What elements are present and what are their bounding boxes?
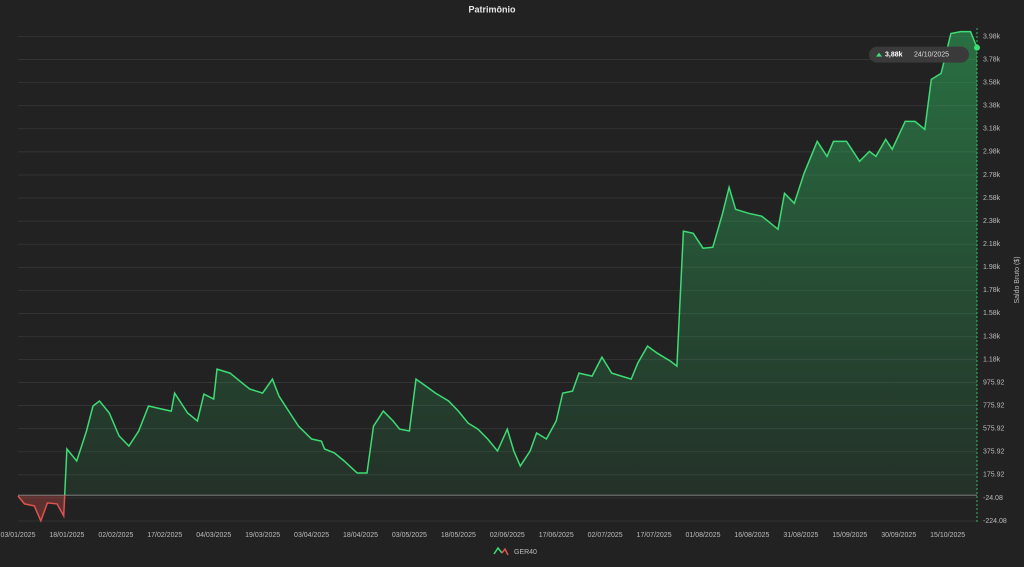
- x-tick-label: 04/03/2025: [196, 532, 231, 539]
- y-tick-label: -24.08: [983, 495, 1003, 502]
- y-tick-label: 1.18k: [983, 356, 1001, 363]
- legend-icon: [493, 546, 503, 555]
- x-tick-label: 16/08/2025: [734, 532, 769, 539]
- y-tick-label: 2.98k: [983, 149, 1001, 156]
- y-tick-label: 3.98k: [983, 33, 1001, 40]
- line: [63, 30, 978, 496]
- x-tick-label: 03/05/2025: [392, 532, 427, 539]
- legend-label: GER40: [514, 549, 537, 556]
- chart-title: Patrimônio: [468, 4, 516, 14]
- x-tick-label: 15/09/2025: [832, 532, 867, 539]
- y-tick-label: -224.08: [983, 518, 1007, 525]
- y-tick-label: 3.38k: [983, 103, 1001, 110]
- x-tick-label: 18/01/2025: [49, 532, 84, 539]
- y-tick-label: 1.38k: [983, 333, 1001, 340]
- x-tick-label: 30/09/2025: [881, 532, 916, 539]
- y-tick-label: 175.92: [983, 472, 1005, 479]
- y-tick-label: 1.78k: [983, 287, 1001, 294]
- y-axis-title: Saldo Bruto ($): [1014, 256, 1021, 303]
- x-tick-label: 01/08/2025: [685, 532, 720, 539]
- y-tick-label: 3.58k: [983, 80, 1001, 87]
- x-tick-label: 02/07/2025: [588, 532, 623, 539]
- y-tick-label: 3.18k: [983, 126, 1001, 133]
- y-tick-label: 775.92: [983, 403, 1005, 410]
- x-tick-label: 03/04/2025: [294, 532, 329, 539]
- y-tick-label: 1.58k: [983, 310, 1001, 317]
- tooltip: 3,88k 24/10/2025: [869, 46, 969, 63]
- y-tick-label: 375.92: [983, 449, 1005, 456]
- x-tick-label: 31/08/2025: [783, 532, 818, 539]
- x-tick-label: 18/05/2025: [441, 532, 476, 539]
- y-tick-label: 975.92: [983, 379, 1005, 386]
- tooltip-box: [869, 46, 969, 63]
- y-tick-label: 2.18k: [983, 241, 1001, 248]
- tooltip-icon: [876, 52, 882, 57]
- area: [64, 31, 977, 496]
- x-tick-label: 18/04/2025: [343, 532, 378, 539]
- tooltip-date: 24/10/2025: [914, 51, 949, 58]
- x-tick-label: 02/02/2025: [98, 532, 133, 539]
- x-tick-label: 17/02/2025: [147, 532, 182, 539]
- x-tick-label: 15/10/2025: [930, 532, 965, 539]
- x-tick-label: 17/07/2025: [637, 532, 672, 539]
- y-tick-label: 2.38k: [983, 218, 1001, 225]
- x-tick-label: 03/01/2025: [0, 532, 35, 539]
- legend-icon: [501, 547, 509, 556]
- y-tick-label: 575.92: [983, 426, 1005, 433]
- y-tick-label: 2.58k: [983, 195, 1001, 202]
- y-tick-label: 2.78k: [983, 172, 1001, 179]
- x-tick-label: 02/06/2025: [490, 532, 525, 539]
- x-tick-label: 19/03/2025: [245, 532, 280, 539]
- y-tick-label: 1.98k: [983, 264, 1001, 271]
- tooltip-value: 3,88k: [885, 51, 903, 58]
- end-point: [974, 44, 980, 51]
- legend[interactable]: GER40: [493, 546, 537, 556]
- y-tick-label: 3.78k: [983, 56, 1001, 63]
- x-tick-label: 17/06/2025: [539, 532, 574, 539]
